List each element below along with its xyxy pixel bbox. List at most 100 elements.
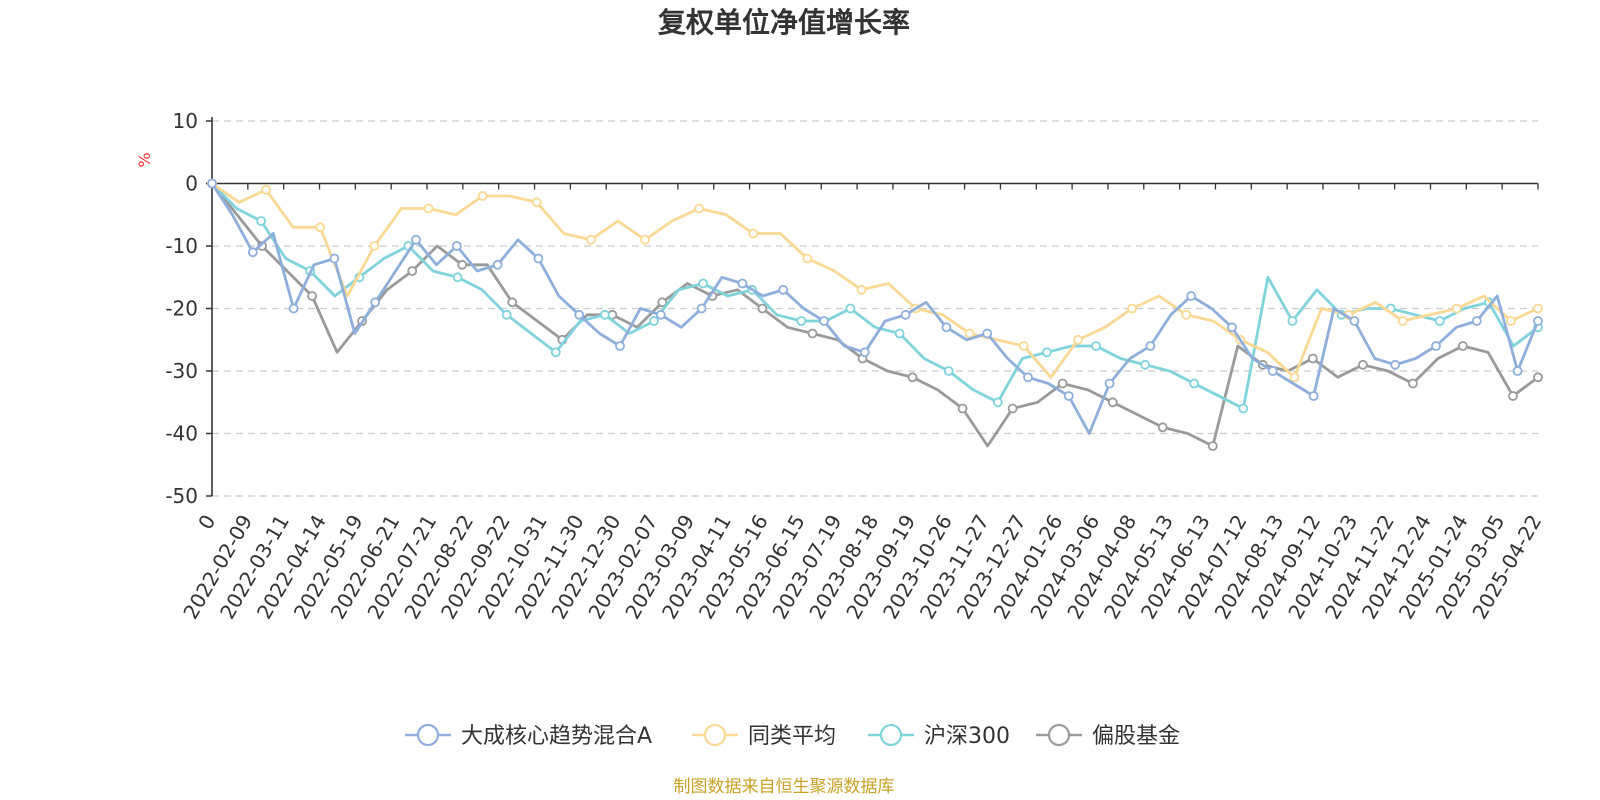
data-point <box>1506 316 1516 326</box>
data-point <box>501 309 512 320</box>
data-point <box>1018 341 1029 351</box>
y-tick-label: -40 <box>165 422 198 446</box>
data-point <box>1157 422 1168 433</box>
legend[interactable]: 大成核心趋势混合A 同类平均 沪深300 偏股基金 <box>405 723 1180 749</box>
series-line <box>210 182 1540 435</box>
data-point <box>819 316 829 326</box>
series-line <box>211 182 1539 410</box>
data-point <box>1471 316 1482 326</box>
data-point <box>696 303 707 314</box>
data-point <box>1145 341 1156 351</box>
data-point <box>1512 366 1523 376</box>
data-point <box>1057 378 1068 389</box>
data-point <box>1287 316 1298 326</box>
data-point <box>655 309 666 320</box>
y-tick-label: 10 <box>173 109 198 133</box>
data-point <box>451 241 462 251</box>
data-point <box>757 303 768 314</box>
data-point <box>477 191 488 201</box>
data-point <box>574 309 585 320</box>
data-point <box>531 197 542 208</box>
data-point <box>982 328 993 339</box>
data-point <box>1140 359 1150 370</box>
grid-lines <box>212 120 1538 497</box>
data-point <box>1007 403 1018 414</box>
series-2 <box>207 178 1543 414</box>
data-point <box>1073 334 1083 345</box>
data-point <box>1063 391 1074 401</box>
y-tick-label: -10 <box>165 234 198 258</box>
data-point <box>1349 316 1360 326</box>
legend-marker-icon <box>416 723 440 747</box>
data-point <box>894 328 905 339</box>
data-point <box>1186 291 1197 301</box>
data-point <box>207 178 217 189</box>
data-point <box>1533 372 1543 383</box>
y-tick-label: -20 <box>165 297 198 321</box>
data-point <box>1091 341 1101 351</box>
data-point <box>856 284 867 295</box>
data-point <box>748 228 759 239</box>
data-point <box>802 253 813 264</box>
data-point <box>1238 403 1249 414</box>
legend-item[interactable]: 大成核心趋势混合A <box>405 723 652 749</box>
data-point <box>288 303 299 314</box>
data-point <box>778 284 789 295</box>
data-point <box>649 316 659 326</box>
data-point <box>423 203 434 214</box>
data-point <box>1408 378 1418 389</box>
data-point <box>1508 391 1518 401</box>
data-point <box>807 328 818 339</box>
y-tick-label: -50 <box>165 484 198 508</box>
data-point <box>307 291 318 301</box>
y-tick-label: -30 <box>165 359 198 383</box>
data-point <box>1181 309 1192 320</box>
legend-label: 偏股基金 <box>1092 724 1180 749</box>
data-point <box>457 259 468 270</box>
data-point <box>1207 441 1218 451</box>
data-point <box>1189 378 1200 389</box>
legend-marker-icon <box>879 723 903 747</box>
data-point <box>1023 372 1033 383</box>
legend-item[interactable]: 沪深300 <box>868 723 1010 749</box>
series-line <box>211 182 1539 379</box>
source-note: 制图数据来自恒生聚源数据库 <box>674 777 895 797</box>
data-point <box>1107 397 1118 408</box>
data-point <box>941 322 952 333</box>
data-point <box>737 278 748 289</box>
data-point <box>1227 322 1237 333</box>
data-point <box>369 241 380 251</box>
series-3 <box>207 178 1543 451</box>
data-point <box>407 266 418 276</box>
data-point <box>1390 359 1401 370</box>
legend-label: 沪深300 <box>924 724 1010 749</box>
data-point <box>845 303 856 314</box>
data-point <box>1451 303 1462 314</box>
data-point <box>1458 341 1468 351</box>
data-point <box>900 309 911 320</box>
data-point <box>247 247 258 258</box>
data-point <box>315 222 326 233</box>
legend-item[interactable]: 偏股基金 <box>1036 723 1180 749</box>
legend-label: 同类平均 <box>748 724 836 749</box>
data-point <box>1431 341 1441 351</box>
data-point <box>796 316 807 326</box>
axes: 100-10-20-30-40-5002022-02-092022-03-112… <box>165 109 1546 623</box>
data-point <box>452 272 463 283</box>
y-tick-label: 0 <box>185 172 198 196</box>
chart-title: 复权单位净值增长率 <box>658 6 910 39</box>
data-point <box>1308 391 1319 401</box>
data-point <box>261 184 272 195</box>
data-point <box>1289 372 1300 383</box>
legend-item[interactable]: 同类平均 <box>692 723 836 749</box>
data-point <box>1042 347 1052 358</box>
y-axis-unit: % <box>135 152 154 167</box>
data-point <box>1127 303 1137 314</box>
data-point <box>992 397 1003 408</box>
data-point <box>586 234 596 245</box>
legend-marker-icon <box>1047 723 1071 747</box>
data-point <box>615 341 625 351</box>
data-point <box>657 297 668 308</box>
data-point <box>694 203 704 214</box>
